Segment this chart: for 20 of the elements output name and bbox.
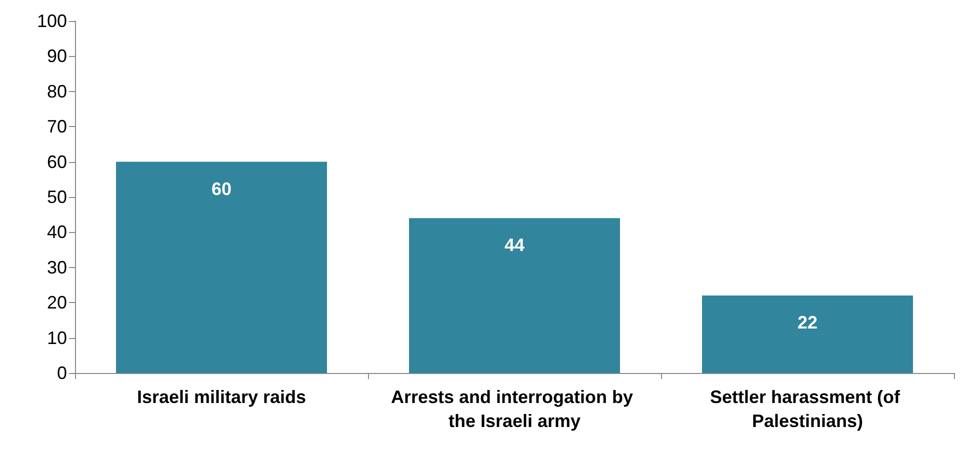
- bar: [409, 218, 620, 373]
- y-tick-label: 90: [46, 46, 67, 66]
- y-tick-label: 10: [46, 328, 67, 348]
- y-tick-label: 60: [46, 152, 67, 172]
- y-tick-label: 40: [46, 222, 67, 242]
- y-tick-label: 30: [46, 257, 67, 278]
- bar: [116, 162, 327, 373]
- x-tick-label: Israeli military raids: [136, 387, 306, 407]
- data-label: 44: [504, 235, 525, 256]
- y-tick-label: 70: [46, 116, 67, 137]
- data-label: 60: [211, 178, 232, 199]
- y-tick-label: 80: [46, 81, 67, 102]
- data-label: 22: [797, 312, 818, 333]
- bar: [702, 296, 913, 373]
- y-tick-label: 100: [36, 11, 67, 31]
- y-tick-label: 50: [46, 187, 67, 207]
- x-tick-label: Arrests and interrogation by the Israeli army: [390, 387, 638, 431]
- x-tick-label: Settler harassment (of Palestinians): [710, 387, 906, 431]
- y-tick-label: 20: [46, 292, 67, 313]
- y-tick-label: 0: [56, 363, 67, 383]
